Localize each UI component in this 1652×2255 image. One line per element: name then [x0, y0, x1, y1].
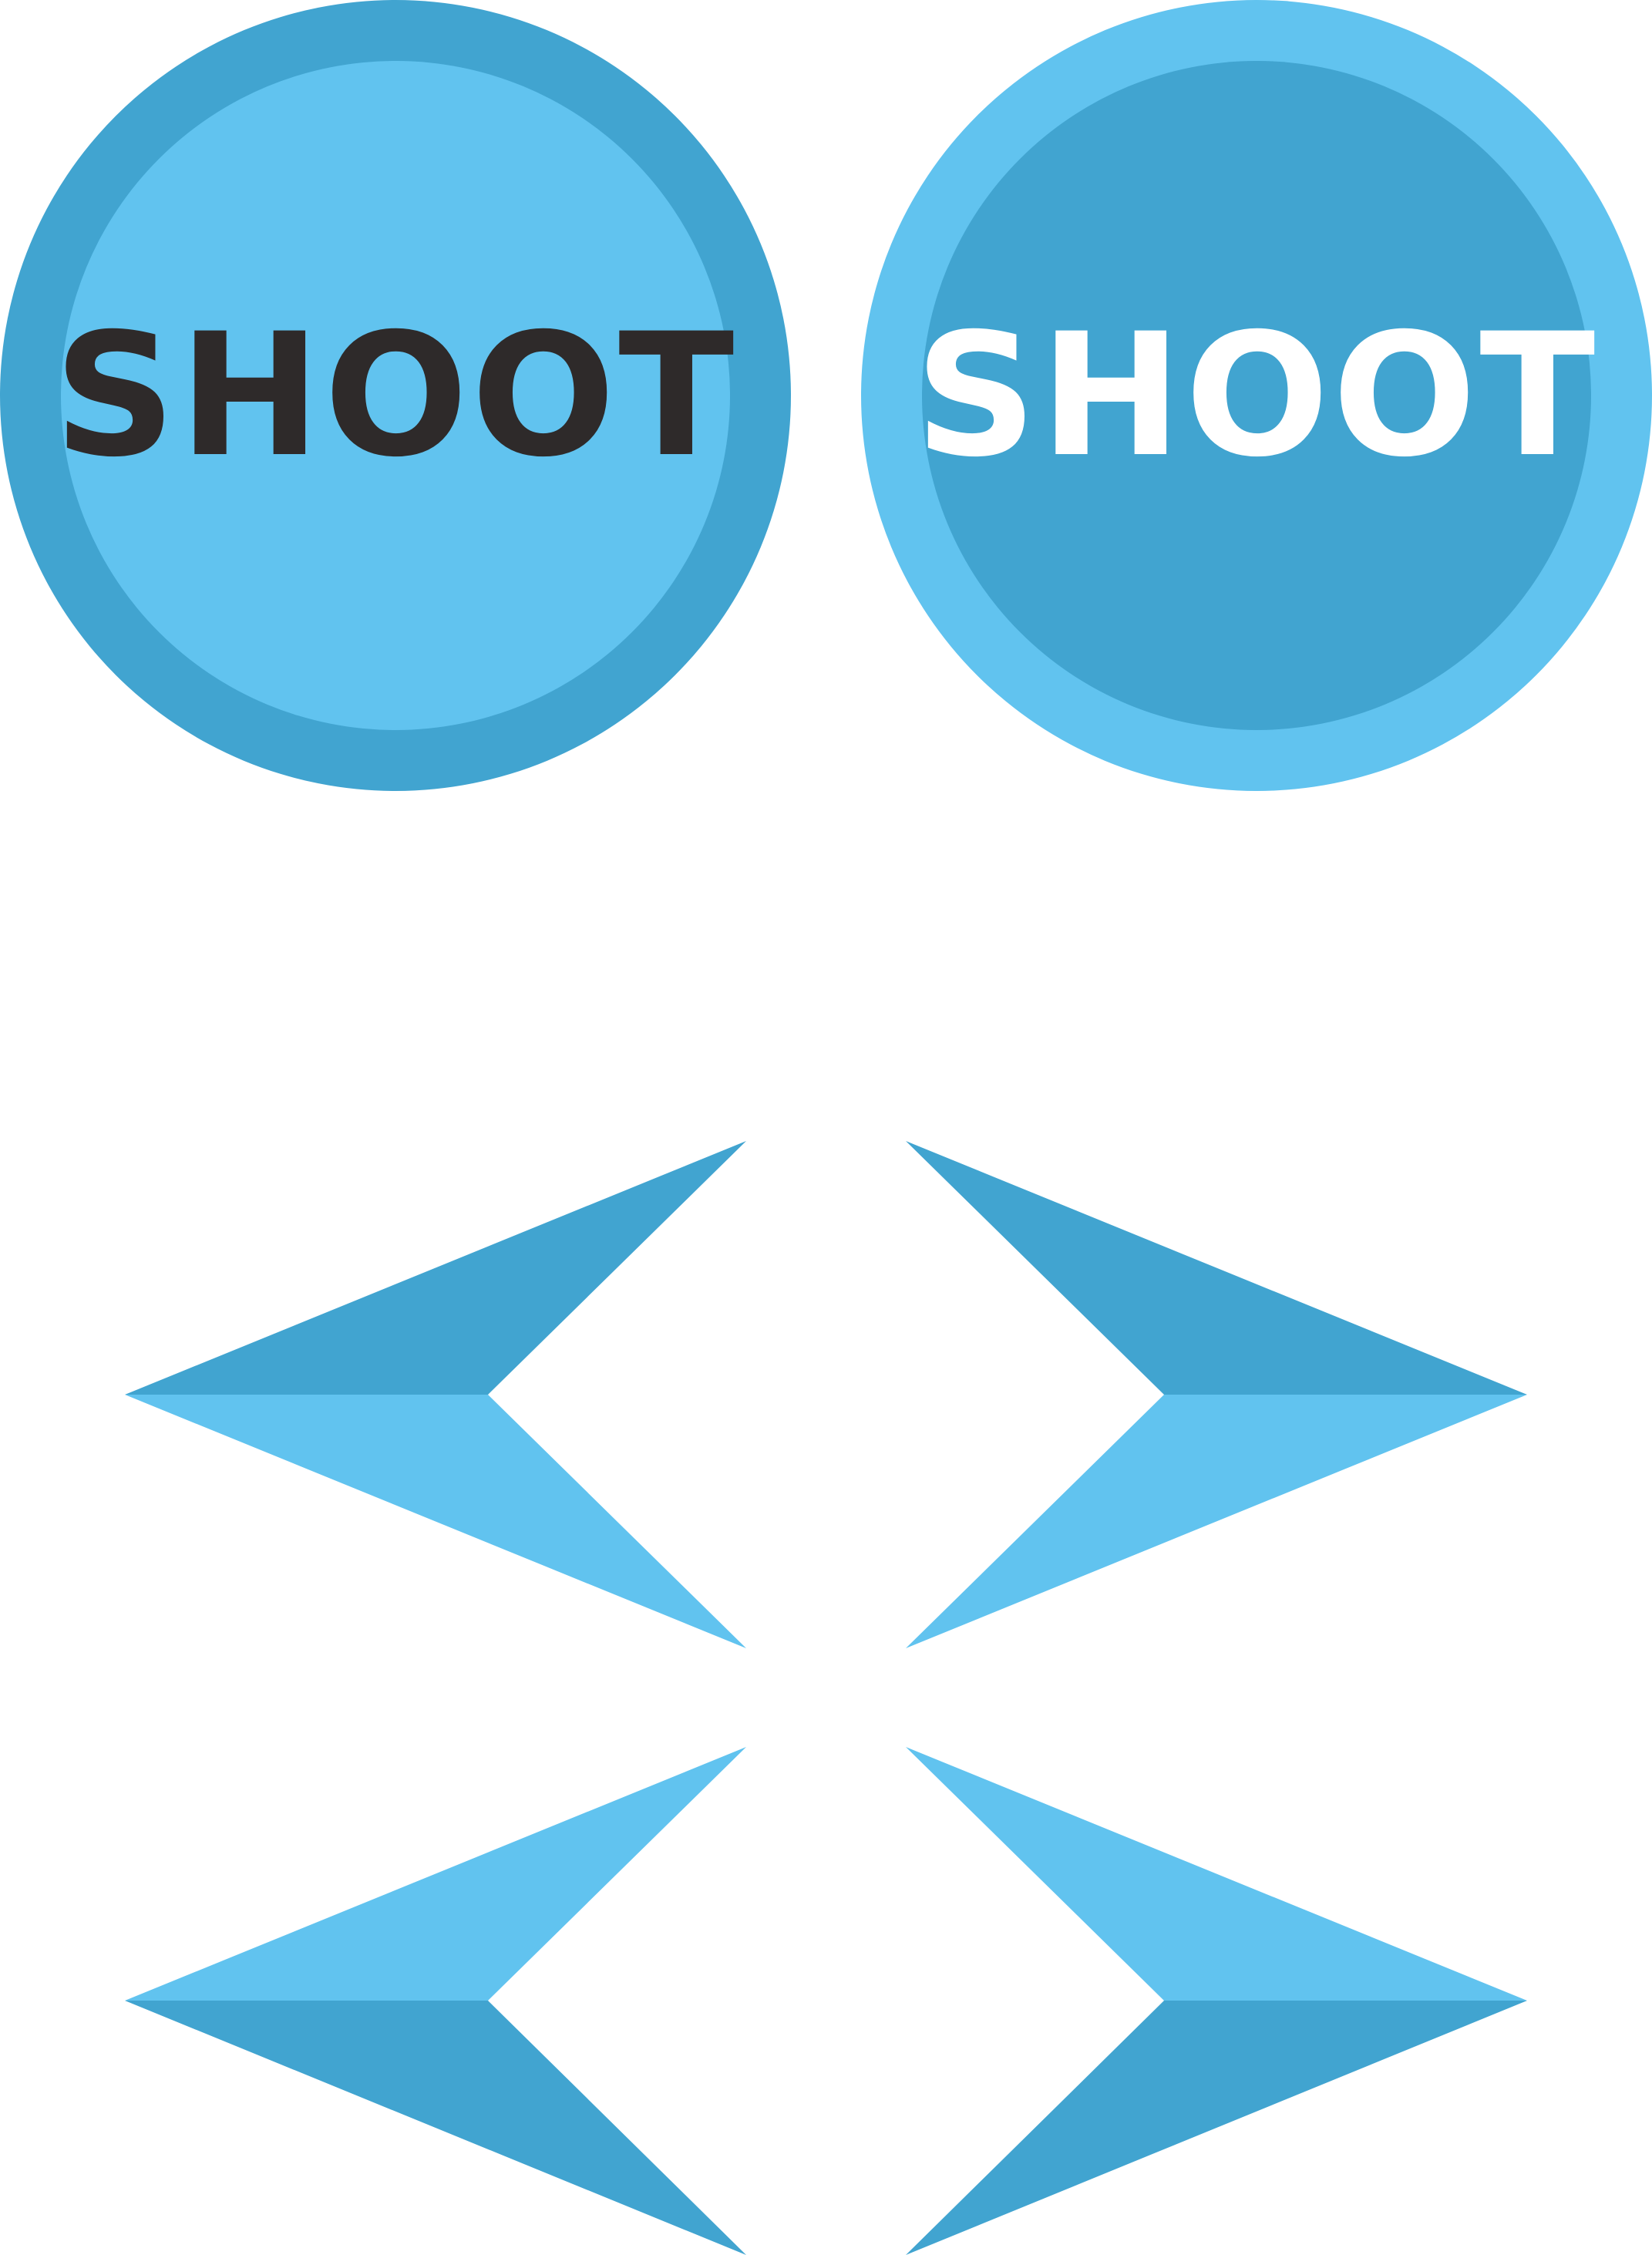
shoot-button-normal[interactable]: SHOOT — [0, 0, 791, 791]
shoot-button-normal-face — [61, 61, 730, 730]
left-arrow-pressed-top-facet — [125, 1747, 746, 2001]
right-arrow-normal[interactable] — [906, 1141, 1527, 1648]
right-arrow-normal-bottom-facet — [906, 1395, 1527, 1648]
shoot-button-pressed-label: SHOOT — [915, 297, 1599, 494]
left-arrow-normal[interactable] — [125, 1141, 746, 1648]
left-arrow-pressed[interactable] — [125, 1747, 746, 2255]
shoot-button-pressed[interactable]: SHOOT — [861, 0, 1652, 791]
right-arrow-pressed-top-facet — [906, 1747, 1527, 2001]
left-arrow-normal-bottom-facet — [125, 1395, 746, 1648]
right-arrow-pressed-bottom-facet — [906, 2001, 1527, 2255]
right-arrow-normal-top-facet — [906, 1141, 1527, 1395]
left-arrow-pressed-bottom-facet — [125, 2001, 746, 2255]
left-arrow-normal-top-facet — [125, 1141, 746, 1395]
shoot-button-normal-label: SHOOT — [54, 297, 738, 494]
right-arrow-pressed[interactable] — [906, 1747, 1527, 2255]
shoot-button-pressed-face — [922, 61, 1591, 730]
